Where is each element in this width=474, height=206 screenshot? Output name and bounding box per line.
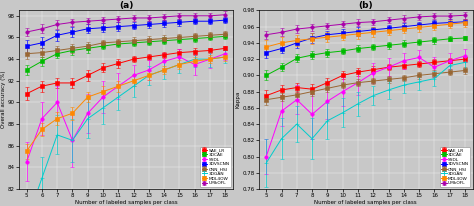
Legend: SAE_LR, 3DCAE, SSDL, 3DVSCNN, CNN_HSI, 3DGAN, MDL4OW, UMkOFL: SAE_LR, 3DCAE, SSDL, 3DVSCNN, CNN_HSI, 3… bbox=[440, 147, 470, 187]
Y-axis label: Overall accuracy (%): Overall accuracy (%) bbox=[1, 71, 6, 129]
X-axis label: Number of labeled samples per class: Number of labeled samples per class bbox=[314, 200, 417, 205]
Y-axis label: Kappa: Kappa bbox=[236, 91, 241, 108]
Title: (b): (b) bbox=[358, 1, 373, 10]
Title: (a): (a) bbox=[119, 1, 133, 10]
Legend: SAE_LR, 3DCAE, SSDL, 3DVSCNN, CNN_HSI, 3DGAN, MDL4OW, UMkOFL: SAE_LR, 3DCAE, SSDL, 3DVSCNN, CNN_HSI, 3… bbox=[201, 147, 231, 187]
X-axis label: Number of labeled samples per class: Number of labeled samples per class bbox=[74, 200, 177, 205]
